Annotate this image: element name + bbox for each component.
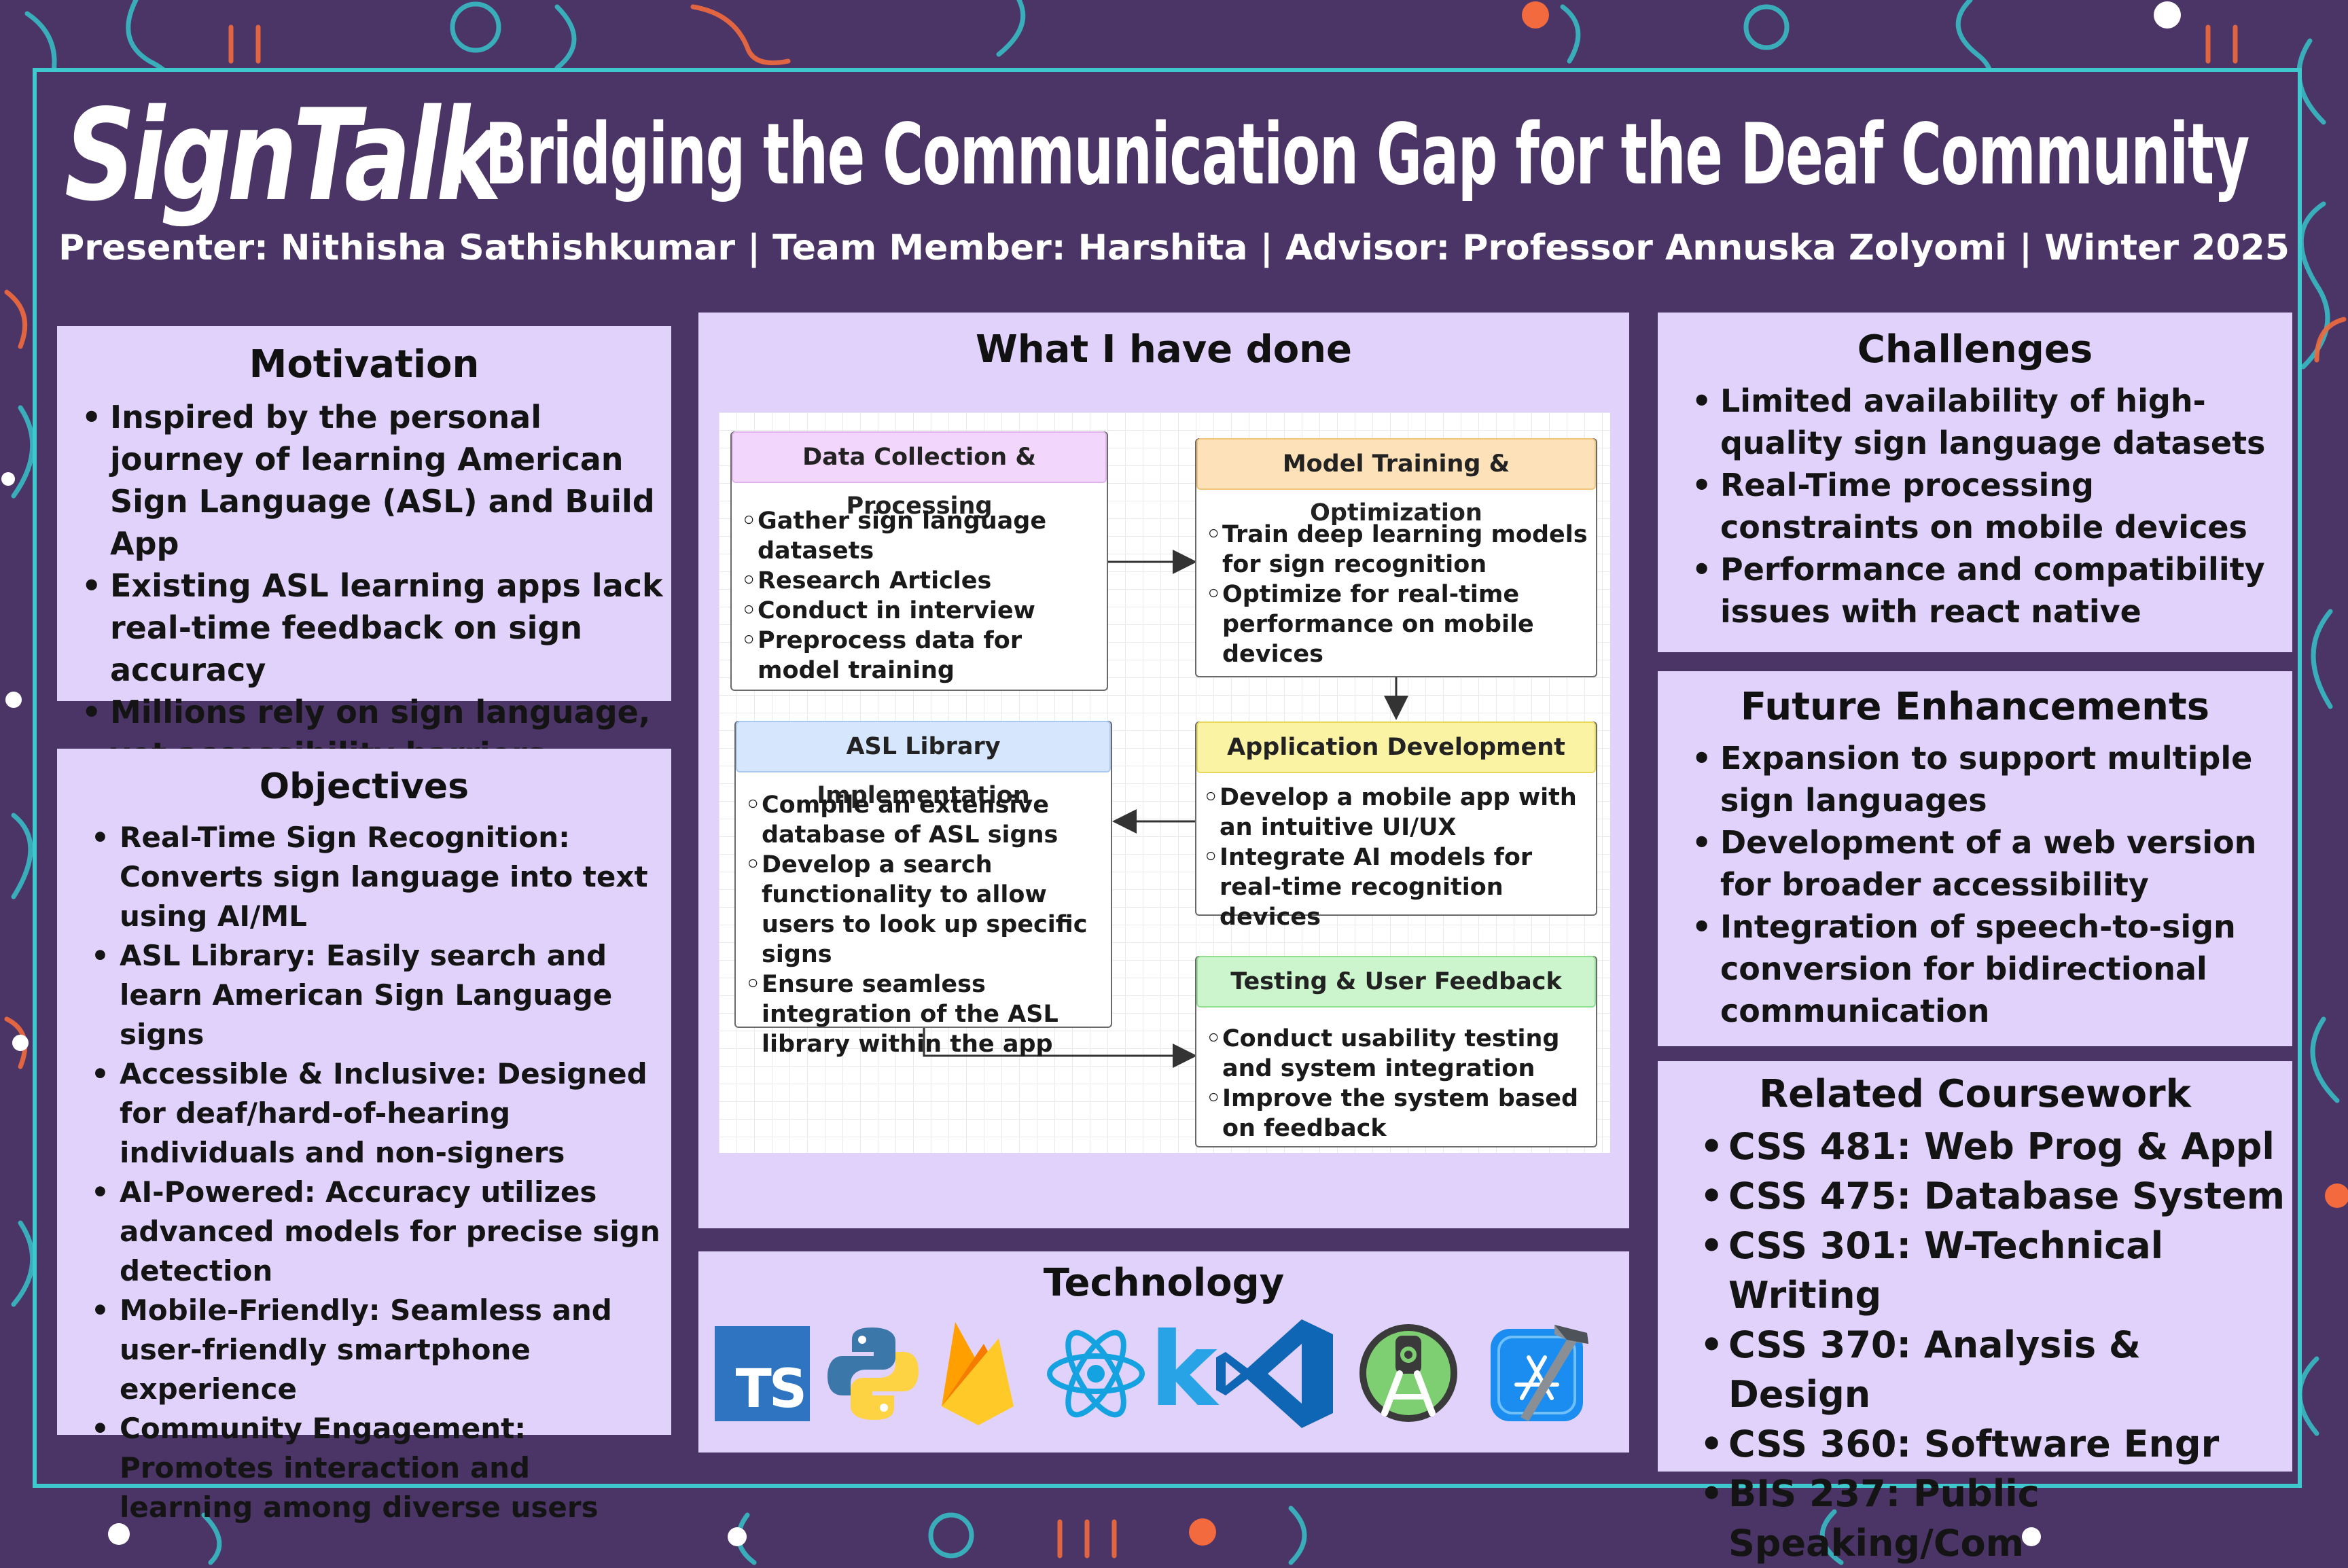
done-heading: What I have done bbox=[975, 327, 1353, 372]
list-item: Develop a search functionality to allow … bbox=[745, 850, 1104, 969]
list-item: Expansion to support multiple sign langu… bbox=[1692, 737, 2292, 821]
title-brand: SignTalk bbox=[65, 82, 502, 229]
list-item: Gather sign language datasets bbox=[741, 506, 1100, 566]
android-studio-icon bbox=[1359, 1324, 1457, 1422]
typescript-icon: TS bbox=[715, 1326, 810, 1421]
list-item: CSS 481: Web Prog & Appl bbox=[1700, 1122, 2292, 1171]
node-title: ASL Library Implementation bbox=[736, 721, 1111, 809]
title-rest: : Bridging the Communication Gap for the… bbox=[445, 106, 2249, 204]
python-icon bbox=[828, 1328, 919, 1420]
kotlin-icon: k bbox=[1150, 1311, 1217, 1429]
list-item: BIS 237: Public Speaking/Com bbox=[1700, 1469, 2292, 1568]
list-item: CSS 360: Software Engr bbox=[1700, 1419, 2292, 1469]
typescript-icon-label: TS bbox=[735, 1359, 807, 1420]
list-item: Real-Time processing constraints on mobi… bbox=[1692, 464, 2292, 548]
challenges-heading: Challenges bbox=[1857, 327, 2093, 372]
list-item: Limited availability of high-quality sig… bbox=[1692, 380, 2292, 464]
list-item: Develop a mobile app with an intuitive U… bbox=[1203, 783, 1589, 842]
list-item: Train deep learning models for sign reco… bbox=[1206, 520, 1589, 580]
list-item: Conduct in interview bbox=[741, 596, 1100, 626]
list-item: Performance and compatibility issues wit… bbox=[1692, 548, 2292, 632]
list-item: Preprocess data for model training bbox=[741, 626, 1100, 685]
objectives-panel: Objectives Real-Time Sign Recognition: C… bbox=[57, 749, 671, 1524]
list-item: ASL Library: Easily search and learn Ame… bbox=[91, 936, 671, 1054]
list-item: Community Engagement: Promotes interacti… bbox=[91, 1409, 671, 1527]
node-data-collection: Data Collection & Processing Gather sign… bbox=[730, 431, 1108, 691]
objectives-heading: Objectives bbox=[259, 766, 469, 807]
coursework-heading: Related Coursework bbox=[1759, 1072, 2191, 1116]
list-item: CSS 301: W-Technical Writing bbox=[1700, 1221, 2292, 1320]
node-title: Testing & User Feedback bbox=[1196, 956, 1596, 1008]
list-item: Conduct usability testing and system int… bbox=[1206, 1024, 1589, 1084]
technology-heading: Technology bbox=[1043, 1261, 1285, 1305]
node-title: Model Training & Optimization bbox=[1196, 438, 1596, 527]
list-item: Integrate AI models for real-time recogn… bbox=[1203, 842, 1589, 932]
motivation-panel: Motivation Inspired by the personal jour… bbox=[57, 326, 671, 815]
list-item: Ensure seamless integration of the ASL l… bbox=[745, 969, 1104, 1059]
challenges-panel: Challenges Limited availability of high-… bbox=[1658, 313, 2292, 652]
process-flowchart: Data Collection & Processing Gather sign… bbox=[719, 412, 1610, 1153]
node-title: Application Development bbox=[1196, 721, 1596, 773]
react-icon bbox=[1047, 1330, 1145, 1418]
list-item: CSS 370: Analysis & Design bbox=[1700, 1320, 2292, 1419]
related-coursework-panel: Related Coursework CSS 481: Web Prog & A… bbox=[1658, 1061, 2292, 1565]
list-item: CSS 475: Database System bbox=[1700, 1171, 2292, 1221]
xcode-icon bbox=[1491, 1325, 1588, 1421]
poster-title: SignTalk : Bridging the Communication Ga… bbox=[65, 82, 2293, 229]
list-item: Integration of speech-to-sign conversion… bbox=[1692, 906, 2292, 1032]
future-enhancements-panel: Future Enhancements Expansion to support… bbox=[1658, 671, 2292, 1046]
vscode-icon bbox=[1216, 1319, 1333, 1428]
kotlin-icon-label: k bbox=[1150, 1311, 1217, 1429]
list-item: Accessible & Inclusive: Designed for dea… bbox=[91, 1054, 671, 1173]
list-item: Inspired by the personal journey of lear… bbox=[82, 396, 671, 565]
coursework-list: CSS 481: Web Prog & Appl CSS 475: Databa… bbox=[1700, 1122, 2292, 1568]
node-asl-library: ASL Library Implementation Compile an ex… bbox=[734, 721, 1112, 1058]
firebase-icon bbox=[942, 1322, 1014, 1425]
future-heading: Future Enhancements bbox=[1740, 685, 2210, 729]
node-title: Data Collection & Processing bbox=[732, 431, 1107, 520]
objectives-list: Real-Time Sign Recognition: Converts sig… bbox=[91, 818, 671, 1527]
challenges-list: Limited availability of high-quality sig… bbox=[1692, 380, 2292, 632]
list-item: Real-Time Sign Recognition: Converts sig… bbox=[91, 818, 671, 936]
node-model-training: Model Training & Optimization Train deep… bbox=[1195, 438, 1597, 677]
list-item: Existing ASL learning apps lack real-tim… bbox=[82, 565, 671, 691]
node-application-development: Application Development Develop a mobile… bbox=[1195, 721, 1597, 931]
presenter-line: Presenter: Nithisha Sathishkumar | Team … bbox=[58, 228, 2290, 268]
technology-panel: Technology TS k bbox=[698, 1251, 1629, 1453]
list-item: Development of a web version for broader… bbox=[1692, 821, 2292, 906]
future-list: Expansion to support multiple sign langu… bbox=[1692, 737, 2292, 1032]
list-item: AI-Powered: Accuracy utilizes advanced m… bbox=[91, 1173, 671, 1291]
list-item: Optimize for real-time performance on mo… bbox=[1206, 580, 1589, 669]
list-item: Compile an extensive database of ASL sig… bbox=[745, 790, 1104, 850]
list-item: Research Articles bbox=[741, 566, 1100, 596]
list-item: Improve the system based on feedback bbox=[1206, 1084, 1589, 1143]
motivation-heading: Motivation bbox=[249, 342, 480, 387]
node-testing-feedback: Testing & User Feedback Conduct usabilit… bbox=[1195, 956, 1597, 1147]
list-item: Mobile-Friendly: Seamless and user-frien… bbox=[91, 1291, 671, 1409]
